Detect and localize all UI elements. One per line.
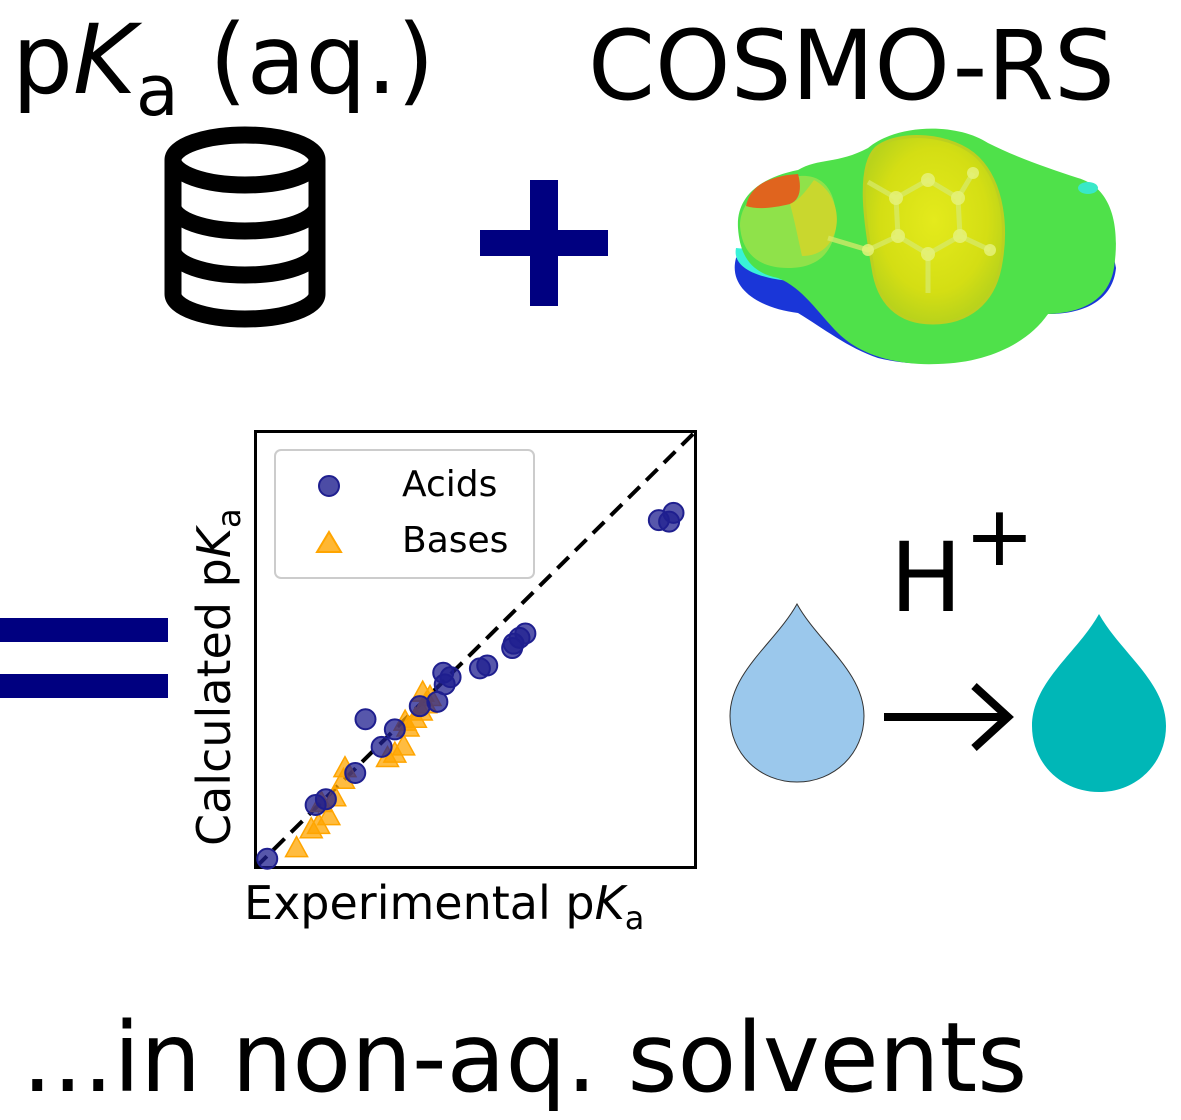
proton-label-h: H	[890, 522, 963, 634]
data-point-acid	[514, 622, 537, 645]
series-acids	[256, 501, 685, 870]
legend-box	[274, 449, 535, 579]
droplet-icon	[729, 602, 865, 783]
y-axis-label-k: K	[187, 524, 241, 558]
database-icon	[164, 126, 326, 328]
title-p: p	[12, 4, 73, 116]
data-point-acid	[439, 666, 462, 689]
data-point-base	[391, 733, 416, 756]
cosmo-surface-icon	[734, 128, 1116, 365]
legend-bases-label: Bases	[402, 520, 508, 561]
data-point-acid	[383, 718, 406, 741]
legend-bases-marker	[315, 530, 343, 553]
title-rest: (aq.)	[178, 4, 435, 116]
y-axis-label-text: Calculated p	[187, 558, 241, 846]
x-axis-label: Experimental pKa	[244, 880, 644, 934]
data-point-acid	[370, 735, 393, 758]
plus-icon	[480, 180, 608, 306]
data-point-acid	[354, 708, 377, 731]
x-axis-label-sub: a	[624, 899, 645, 937]
droplet-icon-solvent	[1032, 614, 1166, 792]
title-cosmo-rs: COSMO-RS	[588, 10, 1115, 122]
arrow-right-icon	[884, 683, 1014, 751]
title-k: K	[72, 4, 136, 116]
legend-acids-marker	[318, 475, 340, 497]
x-axis-label-k: K	[594, 876, 625, 930]
svg-text:Calculated pKa: Calculated pKa	[187, 508, 248, 846]
x-axis-label-text: Experimental p	[244, 876, 595, 930]
scatter-chart: Acids Bases	[254, 430, 697, 870]
footer-text: ...in non-aq. solvents	[22, 1002, 1028, 1114]
data-point-acid	[344, 762, 367, 785]
legend: Acids Bases	[274, 449, 535, 579]
data-point-acid	[662, 501, 685, 524]
data-point-base	[316, 803, 342, 826]
title-sub-a: a	[135, 50, 179, 132]
data-point-acid	[256, 847, 279, 870]
legend-acids-label: Acids	[402, 464, 497, 505]
equals-icon	[0, 618, 168, 698]
proton-label-plus: +	[964, 487, 1035, 585]
data-point-acid	[476, 654, 499, 677]
data-point-acid	[314, 788, 337, 811]
proton-label: H+	[890, 494, 1035, 626]
data-point-base	[284, 835, 309, 858]
y-axis-label: Calculated pKa	[187, 508, 248, 846]
y-axis-label-sub: a	[210, 508, 248, 528]
title-pka-aqueous: pKa (aq.)	[12, 12, 435, 126]
